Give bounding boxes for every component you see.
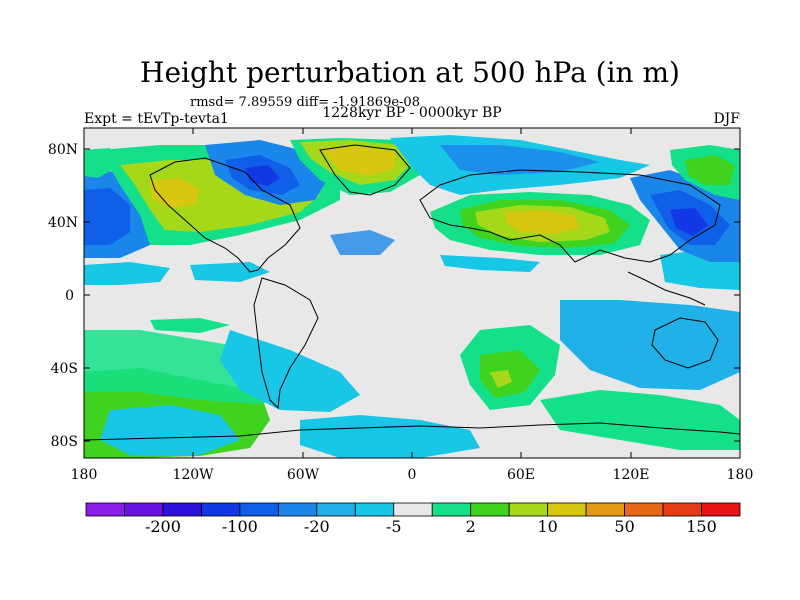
- coastline-antarctica: [84, 422, 740, 441]
- coastlines: [84, 144, 740, 441]
- lat-tick-label: 0: [65, 288, 74, 304]
- stats-line: rmsd= 7.89559 diff= -1.91869e-08: [190, 95, 420, 110]
- lon-tick-label: 60E: [507, 467, 535, 483]
- colorbar-swatch: [701, 502, 741, 517]
- coastline-australia: [651, 317, 719, 369]
- period-label: 1228kyr BP - 0000kyr BP: [322, 105, 501, 121]
- lat-tick-label: 40N: [48, 215, 78, 231]
- colorbar-swatch: [508, 502, 549, 517]
- lat-tick-label: 40S: [51, 361, 78, 377]
- colorbar-swatch: [662, 502, 702, 517]
- colorbar-swatch: [393, 502, 433, 517]
- experiment-label: Expt = tEvTp-tevta1: [84, 111, 229, 127]
- contour-fill-tropical-teal: [150, 318, 230, 333]
- contour-fill-south-indian-yellow: [490, 370, 512, 388]
- contour-fill-south-indian-cyan: [560, 300, 740, 390]
- colorbar-swatch: [547, 502, 587, 517]
- longitude-axis: [83, 128, 741, 458]
- colorbar-swatch: [431, 502, 472, 517]
- contour-fill-north-pacific-blue: [84, 188, 130, 245]
- colorbar: -200 -100 -20 -5 2 10 50 150: [85, 502, 741, 536]
- contour-fill-north-pacific-west-teal: [84, 148, 115, 178]
- coastline-eurasia: [419, 169, 721, 263]
- colorbar-swatch: [470, 502, 510, 517]
- colorbar-label: -200: [145, 517, 181, 536]
- contour-fill-east-asia-blue-dark: [670, 208, 708, 236]
- colorbar-swatch: [85, 502, 125, 517]
- contour-fill-atlantic-blue: [330, 230, 395, 255]
- colorbar-label: -20: [304, 517, 330, 536]
- contour-fill-north-america-yellow: [150, 178, 200, 208]
- coastline-southeast-asia: [627, 271, 706, 306]
- lon-tick-label: 120E: [613, 467, 650, 483]
- colorbar-swatch: [316, 502, 356, 517]
- lat-tick-label: 80S: [51, 434, 78, 450]
- lon-tick-label: 120W: [172, 467, 214, 483]
- contour-fill-tropical-cyan-pacific: [84, 262, 170, 285]
- colorbar-swatch: [624, 502, 664, 517]
- colorbar-label: 10: [537, 517, 557, 536]
- latitude-axis: [84, 148, 740, 442]
- colorbar-swatch: [354, 502, 395, 517]
- colorbar-swatch: [239, 502, 279, 517]
- colorbar-label: 2: [466, 517, 476, 536]
- map-panel: [84, 128, 740, 458]
- colorbar-label: 50: [614, 517, 634, 536]
- colorbar-label: -5: [386, 517, 402, 536]
- contour-fill-south-polar-green: [540, 390, 740, 450]
- contour-fill-eurasia-yellow: [505, 210, 580, 234]
- colorbar-label: -100: [222, 517, 258, 536]
- contour-fill-tropical-cyan-mid: [190, 262, 270, 282]
- lon-tick-label: 60W: [287, 467, 320, 483]
- colorbar-label: 150: [686, 517, 717, 536]
- lon-tick-label: 180: [71, 467, 98, 483]
- coastline-south-america: [253, 277, 319, 410]
- colorbar-swatch: [201, 502, 241, 517]
- lat-tick-label: 80N: [48, 142, 78, 158]
- contour-fill-south-atlantic-cyan: [220, 330, 360, 412]
- colorbar-swatch: [585, 502, 625, 517]
- lon-tick-label: 180: [727, 467, 754, 483]
- season-label: DJF: [713, 111, 740, 127]
- colorbar-swatch: [162, 502, 202, 517]
- contour-fill-south-cyan-west: [100, 405, 240, 455]
- figure-title: Height perturbation at 500 hPa (in m): [140, 56, 680, 89]
- contour-fill-greenland-yellow: [320, 146, 395, 176]
- lon-tick-label: 0: [408, 467, 417, 483]
- contour-fill-antarctic-cyan: [300, 415, 480, 458]
- contour-fill-tropical-cyan-africa: [440, 255, 540, 272]
- coastline-greenland: [319, 144, 411, 196]
- coastline-north-america: [149, 157, 301, 273]
- contour-fill-arctic-blue: [440, 145, 600, 175]
- colorbar-swatch: [277, 502, 318, 517]
- colorbar-swatch: [124, 502, 164, 517]
- contour-fill-south-indian-green-core: [480, 350, 540, 398]
- contour-fill-north-pacific-east-yg: [685, 155, 735, 185]
